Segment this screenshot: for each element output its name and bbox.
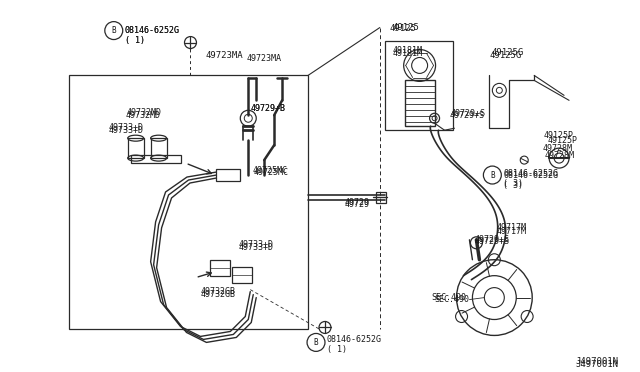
Text: 49729+B: 49729+B [250, 104, 285, 113]
Text: 49729: 49729 [345, 201, 370, 209]
Text: 49723MA: 49723MA [246, 54, 281, 63]
Bar [404, 80, 435, 126]
Text: ( 1): ( 1) [125, 36, 145, 45]
Text: 49729+S: 49729+S [451, 109, 486, 118]
Text: ( 1): ( 1) [125, 36, 145, 45]
Text: 49125P: 49125P [543, 131, 573, 140]
Text: 49728M: 49728M [544, 151, 574, 160]
Bar [216, 169, 240, 181]
Bar [211, 260, 230, 276]
Text: 49733+D: 49733+D [109, 126, 144, 135]
Text: 49717M: 49717M [497, 223, 526, 232]
Text: 08146-6252G: 08146-6252G [503, 169, 558, 177]
Text: 49732MD: 49732MD [127, 108, 162, 117]
Text: 49125G: 49125G [492, 48, 524, 57]
Text: 49125G: 49125G [490, 51, 522, 60]
Text: 49732GB: 49732GB [200, 287, 236, 296]
Text: B: B [111, 26, 116, 35]
Text: 08146-6252G: 08146-6252G [503, 170, 558, 180]
Text: SEC.490: SEC.490 [431, 293, 467, 302]
Text: ( 3): ( 3) [503, 180, 524, 189]
Text: 49732GB: 49732GB [200, 290, 236, 299]
Text: 49733+D: 49733+D [238, 243, 273, 252]
Text: 49729+S: 49729+S [449, 111, 484, 120]
Text: 49181M: 49181M [393, 46, 423, 55]
Text: ( 3): ( 3) [503, 179, 524, 187]
Text: 49723MA: 49723MA [205, 51, 243, 60]
Text: 49125: 49125 [393, 23, 420, 32]
Text: 49725MC: 49725MC [252, 166, 287, 174]
Text: 49125: 49125 [390, 24, 417, 33]
Bar [150, 138, 166, 158]
Text: SEC.490: SEC.490 [435, 295, 470, 304]
Bar [385, 41, 452, 130]
Bar [69, 76, 308, 330]
Text: J497001N: J497001N [576, 360, 619, 369]
Bar [128, 138, 143, 158]
Text: 49733+D: 49733+D [109, 123, 144, 132]
Text: 49732MD: 49732MD [125, 111, 161, 120]
Text: 08146-6252G: 08146-6252G [125, 26, 180, 35]
Text: 49733+D: 49733+D [238, 240, 273, 249]
Text: 49729+S: 49729+S [474, 237, 509, 246]
Text: 08146-6252G: 08146-6252G [327, 335, 382, 344]
Text: 49181M: 49181M [393, 49, 423, 58]
Bar [232, 267, 252, 283]
Text: ( 1): ( 1) [327, 345, 347, 354]
Text: 49728M: 49728M [542, 144, 572, 153]
Text: 49729+S: 49729+S [474, 235, 509, 244]
Bar [131, 155, 180, 163]
Text: 08146-6252G: 08146-6252G [125, 26, 180, 35]
Text: J497001N: J497001N [576, 357, 619, 366]
Text: B: B [490, 170, 495, 180]
Text: 49729: 49729 [345, 198, 370, 208]
Bar [376, 192, 386, 203]
Text: 49729+B: 49729+B [250, 104, 285, 113]
Text: 49717M: 49717M [497, 227, 526, 236]
Text: 49125P: 49125P [547, 136, 577, 145]
Text: B: B [314, 338, 318, 347]
Text: 49725MC: 49725MC [253, 167, 288, 177]
